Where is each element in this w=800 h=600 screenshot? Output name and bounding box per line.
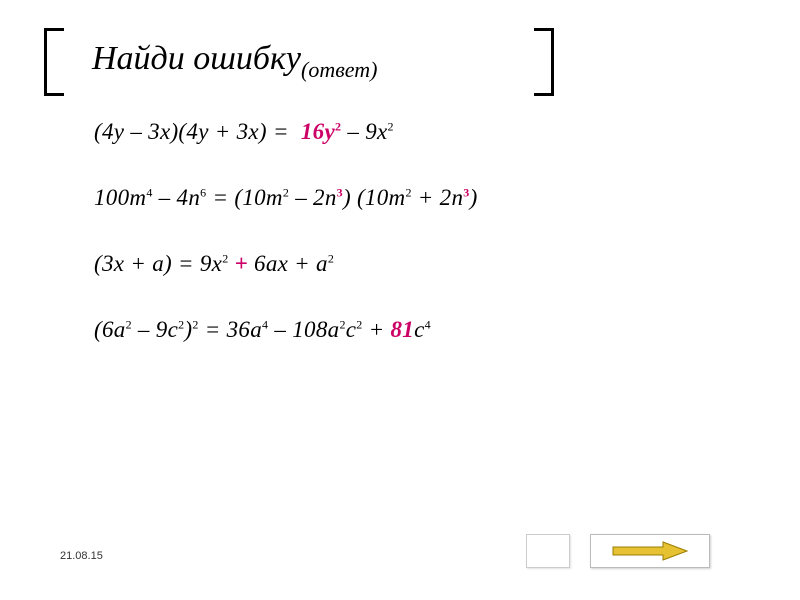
title-main: Найди ошибку xyxy=(92,40,301,77)
eq4-e: – 108a xyxy=(268,317,339,342)
arrow-right-icon xyxy=(611,540,689,562)
equation-2: 100m4 – 4n6 = (10m2 – 2n3) (10m2 + 2n3) xyxy=(94,185,740,211)
equations-block: (4у – 3х)(4у + 3х) = 16у2 – 9х2 100m4 – … xyxy=(60,119,740,343)
eq4-f: c xyxy=(346,317,357,342)
footer-date: 21.08.15 xyxy=(60,550,103,562)
eq3-plus: + xyxy=(235,251,248,276)
nav-placeholder xyxy=(526,534,570,568)
eq1-highlight: 16у xyxy=(301,119,335,144)
eq1-sup2: 2 xyxy=(388,119,394,133)
eq3-rhs: 6ах + а xyxy=(248,251,328,276)
equation-3: (3х + а) = 9х2 + 6ах + а2 xyxy=(94,251,740,277)
eq4-a: (6a xyxy=(94,317,126,342)
page-title: Найди ошибку(ответ) xyxy=(60,28,740,89)
eq3-s1: 2 xyxy=(222,251,228,265)
eq4-d: = 36а xyxy=(199,317,262,342)
eq4-s7: 4 xyxy=(425,317,431,331)
equation-1: (4у – 3х)(4у + 3х) = 16у2 – 9х2 xyxy=(94,119,740,145)
eq2-c: = (10m xyxy=(206,185,282,210)
eq1-lhs: (4у – 3х)(4у + 3х) = xyxy=(94,119,295,144)
eq4-h: c xyxy=(414,317,425,342)
eq2-d: – 2n xyxy=(289,185,337,210)
eq3-lhs: (3х + а) = 9х xyxy=(94,251,222,276)
eq2-a: 100m xyxy=(94,185,146,210)
title-suffix: (ответ) xyxy=(301,57,377,82)
next-button[interactable] xyxy=(590,534,710,568)
eq2-g: ) xyxy=(470,185,478,210)
equation-4: (6a2 – 9c2)2 = 36а4 – 108a2c2 + 81c4 xyxy=(94,317,740,343)
eq2-f: + 2n xyxy=(412,185,464,210)
eq2-b: – 4n xyxy=(153,185,201,210)
slide: Найди ошибку(ответ) (4у – 3х)(4у + 3х) =… xyxy=(0,0,800,600)
title-container: Найди ошибку(ответ) xyxy=(60,28,740,101)
eq1-rhs: – 9х xyxy=(341,119,387,144)
bracket-right-icon xyxy=(534,28,554,96)
eq4-b: – 9c xyxy=(132,317,178,342)
eq2-e: ) (10m xyxy=(343,185,405,210)
eq4-g: + xyxy=(363,317,391,342)
eq4-hl: 81 xyxy=(391,317,415,342)
bracket-left-icon xyxy=(44,28,64,96)
eq3-s2: 2 xyxy=(328,251,334,265)
